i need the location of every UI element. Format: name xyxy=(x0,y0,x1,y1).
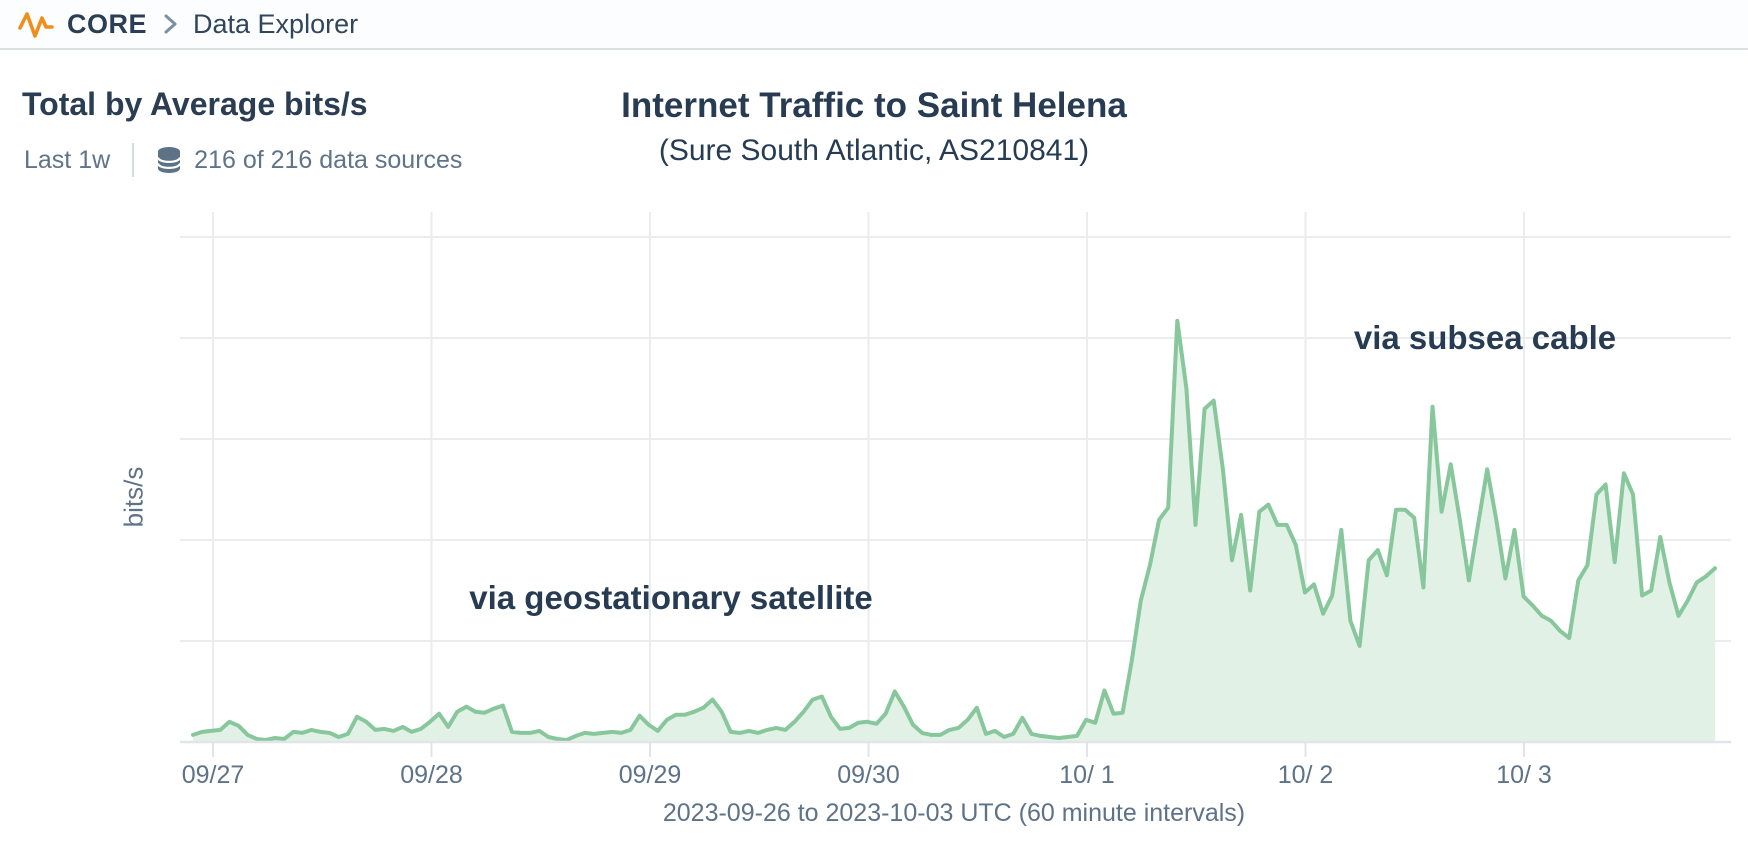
top-navigation-bar: CORE Data Explorer xyxy=(0,0,1748,50)
chart-subtitle: (Sure South Atlantic, AS210841) xyxy=(658,134,1090,167)
y-axis-label: bits/s xyxy=(118,466,149,528)
x-tick-label: 10/ 2 xyxy=(1277,761,1334,789)
database-icon xyxy=(156,146,182,174)
vertical-divider xyxy=(132,143,135,177)
brand-logo[interactable]: CORE xyxy=(18,5,147,43)
x-tick-label: 09/30 xyxy=(837,761,900,789)
x-tick-label: 10/ 1 xyxy=(1059,761,1115,789)
query-meta-row: Last 1w 216 of 216 data sources xyxy=(24,142,462,178)
chart-annotation: via subsea cable xyxy=(1353,319,1617,356)
data-sources-label[interactable]: 216 of 216 data sources xyxy=(194,145,463,174)
chevron-right-icon xyxy=(163,12,178,36)
x-tick-label: 10/ 3 xyxy=(1496,761,1552,789)
pulse-icon xyxy=(18,5,54,43)
x-tick-label: 09/29 xyxy=(618,761,682,789)
chart-title: Internet Traffic to Saint Helena xyxy=(621,86,1127,125)
breadcrumb-page-name[interactable]: Data Explorer xyxy=(193,8,359,39)
panel-title: Total by Average bits/s xyxy=(22,86,368,122)
brand-name[interactable]: CORE xyxy=(67,8,148,39)
x-tick-label: 09/28 xyxy=(400,761,463,789)
x-axis-caption: 2023-09-26 to 2023-10-03 UTC (60 minute … xyxy=(662,799,1246,827)
area-fill xyxy=(193,320,1715,742)
traffic-line xyxy=(191,318,1717,742)
time-range-label[interactable]: Last 1w xyxy=(24,145,111,174)
x-tick-label: 09/27 xyxy=(181,761,245,789)
chart-annotation: via geostationary satellite xyxy=(469,579,873,616)
